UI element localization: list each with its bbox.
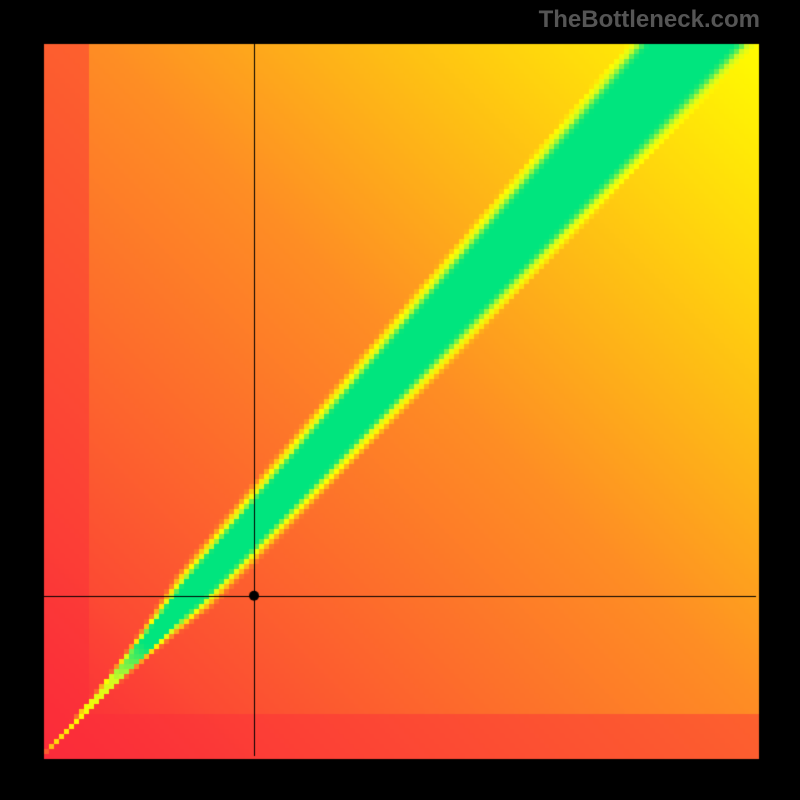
- chart-container: { "source": { "watermark_text": "TheBott…: [0, 0, 800, 800]
- bottleneck-heatmap: [0, 0, 800, 800]
- watermark-text: TheBottleneck.com: [539, 6, 760, 34]
